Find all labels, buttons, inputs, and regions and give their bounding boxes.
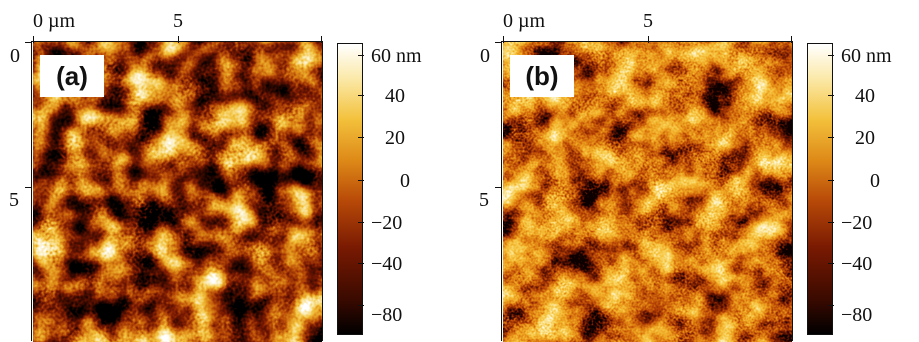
x-axis-label-zero: 0 µm [33, 10, 76, 32]
x-tick-5 [178, 36, 180, 43]
image-frame-top [32, 41, 323, 43]
colorbar-tick [828, 137, 834, 139]
colorbar-tick [828, 180, 834, 182]
colorbar-tick [828, 222, 834, 224]
colorbar-tick [358, 305, 364, 307]
colorbar-tick [828, 263, 834, 265]
colorbar-label-minus20: −20 [841, 212, 873, 234]
x-axis-label-mid: 5 [643, 10, 653, 32]
colorbar-label-40: 40 [855, 85, 875, 107]
y-tick-0 [25, 42, 32, 44]
colorbar-label-minus20: −20 [371, 212, 403, 234]
colorbar-tick [358, 180, 364, 182]
colorbar-label-minus80: −80 [841, 304, 873, 326]
colorbar-tick [828, 55, 834, 57]
image-frame-top [502, 41, 793, 43]
x-tick-0 [33, 36, 35, 43]
colorbar-label-20: 20 [385, 127, 405, 149]
colorbar-label-0: 0 [870, 170, 880, 192]
colorbar-tick [358, 222, 364, 224]
colorbar-label-minus40: −40 [371, 253, 403, 275]
y-axis-label-zero: 0 [480, 45, 490, 67]
y-axis-label-mid: 5 [9, 189, 19, 211]
colorbar-tick [358, 263, 364, 265]
colorbar-label-20: 20 [855, 127, 875, 149]
y-tick-0 [495, 42, 502, 44]
x-tick-end [791, 36, 793, 43]
image-frame-left [31, 41, 33, 341]
colorbar-tick [358, 95, 364, 97]
y-axis-label-mid: 5 [479, 189, 489, 211]
colorbar-a [337, 43, 363, 335]
y-axis-label-zero: 0 [10, 45, 20, 67]
colorbar-label-minus40: −40 [841, 253, 873, 275]
x-tick-0 [503, 36, 505, 43]
y-tick-5 [25, 187, 32, 189]
colorbar-b [807, 43, 833, 335]
x-tick-5 [648, 36, 650, 43]
afm-panel-b: 0 µm 5 0 5 (b) 60 nm 40 20 0 −20 −40 −80 [470, 0, 919, 342]
colorbar-tick [828, 305, 834, 307]
panel-label-a: (a) [40, 55, 104, 97]
afm-panel-a: 0 µm 5 0 5 (a) 60 nm 40 20 0 −20 −40 −80 [0, 0, 460, 342]
colorbar-label-40: 40 [385, 85, 405, 107]
y-tick-5 [495, 187, 502, 189]
x-tick-end [321, 36, 323, 43]
colorbar-tick [358, 55, 364, 57]
colorbar-tick [358, 137, 364, 139]
colorbar-tick [828, 95, 834, 97]
x-axis-label-mid: 5 [173, 10, 183, 32]
panel-label-b: (b) [510, 55, 574, 97]
image-frame-right [792, 41, 794, 341]
x-axis-label-zero: 0 µm [503, 10, 546, 32]
colorbar-label-minus80: −80 [371, 304, 403, 326]
colorbar-label-60: 60 nm [841, 45, 892, 67]
image-frame-left [501, 41, 503, 341]
image-frame-right [322, 41, 324, 341]
colorbar-label-0: 0 [400, 170, 410, 192]
colorbar-label-60: 60 nm [371, 45, 422, 67]
